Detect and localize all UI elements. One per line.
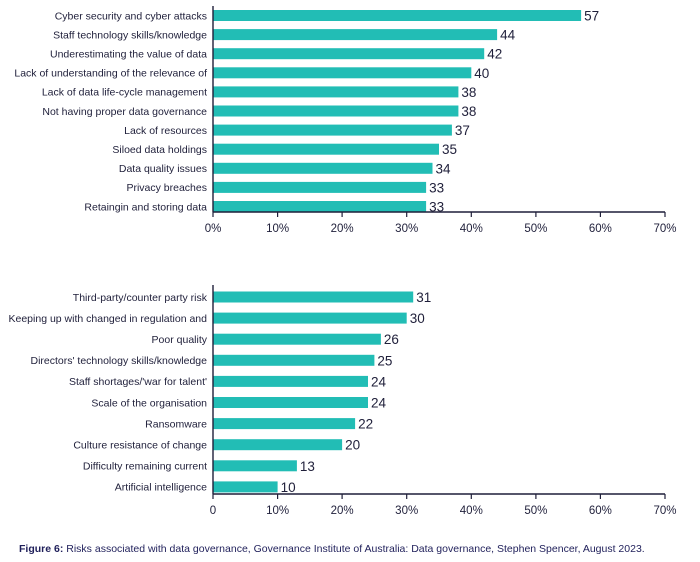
x-tick-label: 40% [460,223,483,235]
value-label: 38 [461,85,476,100]
x-tick-label: 50% [524,223,547,235]
x-tick-label: 70% [653,223,676,235]
category-label: Data quality issues [119,163,207,175]
category-label: Lack of understanding of the relevance o… [14,68,207,80]
x-tick-label: 30% [395,505,418,517]
x-tick-label: 30% [395,223,418,235]
category-label: Staff shortages/'war for talent' [69,376,207,388]
category-label: Poor quality [152,334,208,346]
bar-8 [213,439,343,451]
bar-9 [213,460,297,472]
value-label: 24 [371,396,387,411]
bar-3 [213,333,381,345]
category-label: Difficulty remaining current [83,461,207,473]
bar-7 [213,418,356,430]
bar-1 [213,10,582,21]
value-label: 35 [442,142,457,157]
category-label: Third-party/counter party risk [73,292,208,304]
x-tick-label: 20% [331,223,354,235]
bar-1 [213,291,414,303]
value-label: 40 [474,66,489,81]
category-label: Underestimating the value of data [50,49,207,61]
value-label: 26 [384,332,399,347]
bar-11 [213,201,427,212]
x-tick-label: 50% [524,505,547,517]
x-tick-label: 10% [266,505,289,517]
value-label: 30 [410,311,425,326]
category-label: Artificial intelligence [115,482,207,494]
x-tick-label: 10% [266,223,289,235]
x-tick-label: 60% [589,505,612,517]
x-tick-label: 0 [210,505,216,517]
x-tick-label: 70% [653,505,676,517]
bar-6 [213,397,368,408]
bar-8 [213,143,439,155]
bar-2 [213,312,407,324]
bar-4 [213,354,375,366]
value-label: 31 [416,290,431,305]
category-label: Cyber security and cyber attacks [55,10,207,22]
bar-10 [213,181,427,193]
category-label: Staff technology skills/knowledge [53,29,207,41]
value-label: 37 [455,123,470,138]
x-tick-label: 0% [205,223,222,235]
bar-5 [213,375,368,387]
x-tick-label: 20% [331,505,354,517]
value-label: 42 [487,47,502,62]
bar-2 [213,29,498,41]
value-label: 24 [371,374,387,389]
chart-top: Cyber security and cyber attacks 57 Staff … [14,6,677,235]
category-label: Keeping up with changed in regulation an… [9,313,208,325]
chart-bottom: Third-party/counter party risk 31 Keeping … [9,285,677,517]
value-label: 44 [500,28,516,43]
bar-4 [213,67,472,79]
category-label: Retaingin and storing data [84,201,207,213]
value-label: 10 [281,480,296,495]
category-label: Not having proper data governance [42,106,207,118]
category-label: Lack of data life-cycle management [42,87,207,99]
category-label: Siloed data holdings [112,144,207,156]
bar-6 [213,105,459,117]
bar-7 [213,124,452,136]
category-label: Ransomware [145,418,207,430]
caption-label: Figure 6: [19,543,64,555]
bar-3 [213,48,485,60]
value-label: 38 [461,104,476,119]
value-label: 34 [436,161,452,176]
category-label: Culture resistance of change [73,440,207,452]
bar-10 [213,481,278,493]
caption-text: Risks associated with data governance, G… [66,543,645,555]
x-tick-label: 40% [460,505,483,517]
bar-5 [213,86,459,98]
figure-charts: Cyber security and cyber attacks 57 Staff … [9,6,677,517]
category-label: Directors' technology skills/knowledge [30,355,207,367]
category-label: Scale of the organisation [91,397,207,409]
value-label: 25 [377,353,392,368]
value-label: 13 [300,459,315,474]
x-tick-label: 60% [589,223,612,235]
category-label: Lack of resources [124,125,207,137]
value-label: 22 [358,417,373,432]
bar-9 [213,162,433,174]
value-label: 20 [345,438,360,453]
category-label: Privacy breaches [126,182,207,194]
figure-caption: Figure 6: Risks associated with data gov… [19,543,645,555]
value-label: 57 [584,9,599,24]
value-label: 33 [429,180,444,195]
value-label: 33 [429,200,444,215]
